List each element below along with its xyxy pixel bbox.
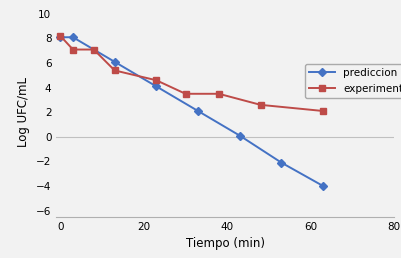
prediccion NaCl xyxy=(278,161,283,164)
prediccion NaCl xyxy=(70,36,75,39)
experimentales xyxy=(320,109,325,112)
prediccion NaCl xyxy=(58,36,63,39)
experimentales xyxy=(257,103,262,106)
Line: experimentales: experimentales xyxy=(57,33,326,115)
Legend: prediccion NaCl, experimentales: prediccion NaCl, experimentales xyxy=(304,63,401,98)
experimentales xyxy=(154,79,158,82)
prediccion NaCl xyxy=(195,109,200,112)
experimentales xyxy=(182,92,187,95)
Line: prediccion NaCl: prediccion NaCl xyxy=(57,35,325,189)
experimentales xyxy=(70,48,75,51)
prediccion NaCl xyxy=(237,134,241,137)
experimentales xyxy=(58,35,63,38)
experimentales xyxy=(112,69,117,72)
prediccion NaCl xyxy=(154,85,158,88)
Y-axis label: Log UFC/mL: Log UFC/mL xyxy=(18,77,30,147)
experimentales xyxy=(91,48,96,51)
prediccion NaCl xyxy=(112,60,117,63)
X-axis label: Tiempo (min): Tiempo (min) xyxy=(185,237,264,250)
prediccion NaCl xyxy=(320,184,325,188)
experimentales xyxy=(216,92,221,95)
